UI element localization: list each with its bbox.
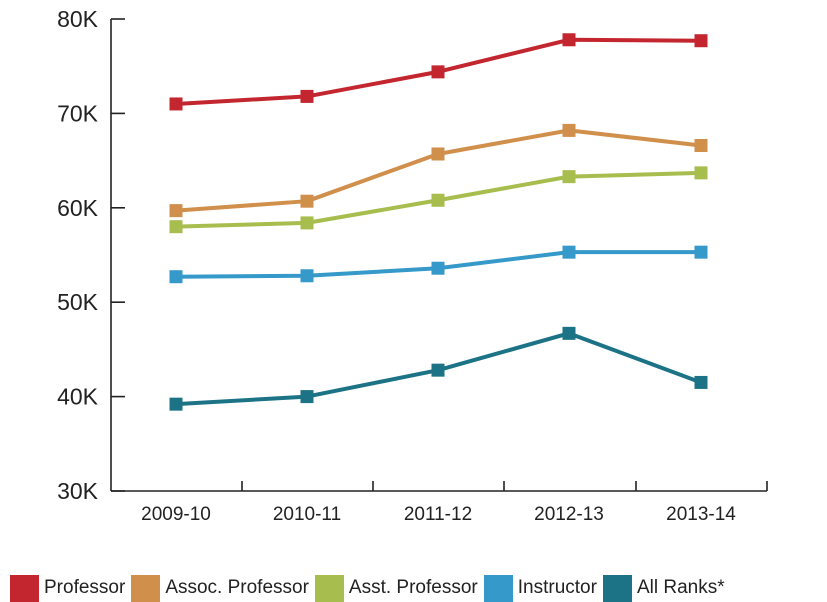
legend-item: Professor: [10, 574, 126, 602]
series-1: [169, 123, 708, 218]
series-3: [169, 245, 708, 284]
legend-swatch: [131, 574, 161, 602]
data-point: [562, 245, 576, 259]
legend-label: Asst. Professor: [348, 577, 478, 598]
x-tick-label: 2011-12: [404, 504, 472, 525]
data-point: [562, 33, 576, 47]
legend-item: Assoc. Professor: [131, 574, 309, 602]
x-tick-label: 2013-14: [666, 504, 736, 525]
data-point: [431, 65, 445, 79]
y-tick-label: 40K: [57, 384, 99, 410]
data-point: [300, 269, 314, 283]
legend-swatch: [10, 574, 39, 602]
y-tick-label: 60K: [57, 195, 99, 221]
x-tick-label: 2009-10: [141, 504, 211, 525]
x-tick-label: 2010-11: [273, 504, 341, 525]
data-point: [169, 204, 183, 218]
data-point: [431, 261, 445, 275]
data-point: [694, 166, 708, 180]
legend-label: Professor: [44, 577, 126, 598]
data-point: [169, 270, 183, 284]
data-point: [694, 138, 708, 152]
legend-label: All Ranks*: [636, 577, 725, 598]
data-point: [300, 390, 314, 404]
data-point: [300, 216, 314, 230]
data-point: [431, 363, 445, 377]
data-point: [431, 147, 445, 161]
x-tick-label: 2012-13: [534, 504, 604, 525]
data-point: [694, 245, 708, 259]
series-2: [169, 166, 708, 234]
data-point: [562, 123, 576, 137]
legend-label: Assoc. Professor: [165, 577, 309, 598]
y-tick-label: 30K: [57, 478, 99, 504]
data-point: [562, 326, 576, 340]
data-point: [300, 89, 314, 103]
legend-swatch: [314, 574, 344, 602]
y-tick-label: 70K: [57, 100, 99, 126]
data-point: [431, 193, 445, 207]
data-point: [169, 220, 183, 234]
data-point: [562, 170, 576, 184]
data-point: [694, 34, 708, 48]
data-point: [169, 397, 183, 411]
legend-swatch: [602, 574, 632, 602]
data-point: [300, 194, 314, 208]
data-point: [169, 97, 183, 111]
legend-label: Instructor: [517, 577, 597, 598]
y-tick-label: 50K: [57, 289, 99, 315]
series-4: [169, 326, 708, 411]
legend: Professor Assoc. Professor Asst. Professor…: [10, 574, 731, 602]
data-point: [694, 375, 708, 389]
legend-swatch: [483, 574, 513, 602]
legend-item: Instructor: [483, 574, 597, 602]
series-0: [169, 33, 708, 111]
y-tick-label: 80K: [57, 6, 99, 32]
legend-item: Asst. Professor: [314, 574, 478, 602]
legend-item: All Ranks*: [602, 574, 725, 602]
